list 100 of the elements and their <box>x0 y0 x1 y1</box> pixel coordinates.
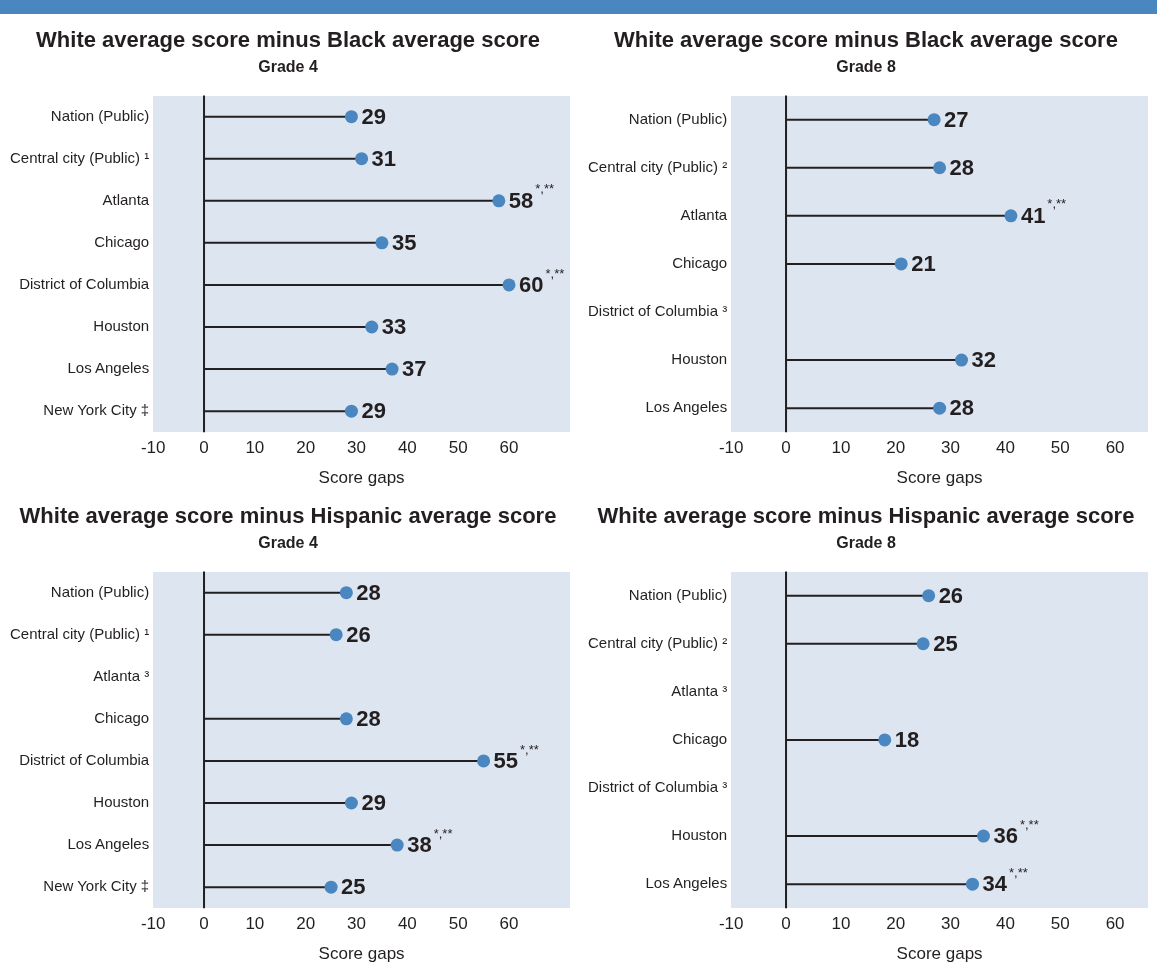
y-tick-label: Chicago <box>94 233 150 250</box>
y-tick-label: Central city (Public) ¹ <box>9 624 150 642</box>
data-label: 55*,** <box>493 741 539 773</box>
data-label: 18 <box>894 726 920 752</box>
x-tick-label: 50 <box>448 438 468 458</box>
point <box>339 586 353 600</box>
point <box>390 838 404 852</box>
data-label: 36*,** <box>993 816 1039 849</box>
y-tick-label: Atlanta <box>102 190 150 208</box>
point <box>933 401 947 415</box>
chart-title: White average score minus Hispanic average score <box>19 503 557 529</box>
y-tick-label: Los Angeles <box>67 835 150 853</box>
chart-title: White average score minus Black average score <box>614 27 1118 53</box>
x-tick-label: 60 <box>1105 438 1125 458</box>
data-label: 58*,** <box>508 181 555 213</box>
y-tick-label: New York City ‡ <box>43 877 150 895</box>
point <box>477 754 491 768</box>
point <box>976 829 990 843</box>
x-tick-label: 0 <box>199 914 209 934</box>
x-tick-label: 40 <box>995 438 1015 458</box>
y-tick-label: District of Columbia ³ <box>587 778 728 796</box>
x-tick-label: 0 <box>199 438 209 458</box>
point <box>324 880 338 894</box>
data-label: 21 <box>911 250 936 276</box>
x-tick-label: 30 <box>941 438 961 458</box>
x-tick-label: 10 <box>831 914 851 934</box>
data-label: 33 <box>381 314 407 340</box>
data-label: 38*,** <box>407 825 453 858</box>
data-label: 26 <box>938 582 964 608</box>
chart-title: White average score minus Hispanic average score <box>597 503 1135 529</box>
x-axis-title: Score gaps <box>318 944 405 964</box>
x-tick-label: -10 <box>718 914 744 934</box>
data-label: 35 <box>391 229 417 255</box>
data-label: 25 <box>341 874 366 900</box>
point <box>344 796 358 810</box>
data-label: 25 <box>933 630 958 656</box>
y-tick-label: Houston <box>93 793 150 811</box>
x-tick-label: 50 <box>448 914 468 934</box>
point <box>916 637 930 651</box>
x-tick-label: 60 <box>499 438 519 458</box>
chart-subtitle: Grade 8 <box>836 534 896 552</box>
chart-title: White average score minus Black average score <box>36 27 540 53</box>
data-label: 32 <box>971 347 997 373</box>
chart-subtitle: Grade 4 <box>258 534 318 552</box>
data-label: 31 <box>371 145 397 171</box>
x-tick-label: 30 <box>347 438 366 458</box>
y-tick-label: Atlanta ³ <box>671 681 728 699</box>
y-tick-label: Nation (Public) <box>50 106 150 124</box>
x-tick-label: 20 <box>296 914 316 934</box>
y-tick-label: Los Angeles <box>67 359 150 377</box>
y-tick-label: Chicago <box>672 730 728 748</box>
x-tick-label: 20 <box>296 438 316 458</box>
y-tick-label: Chicago <box>672 254 728 272</box>
data-label: 26 <box>346 621 371 647</box>
x-tick-label: 10 <box>245 914 265 934</box>
data-label: 28 <box>949 154 975 180</box>
point <box>502 278 516 292</box>
data-label: 29 <box>361 398 386 424</box>
data-label: 37 <box>402 356 427 382</box>
y-tick-label: Nation (Public) <box>628 109 728 127</box>
y-tick-label: Houston <box>671 350 728 368</box>
point <box>955 353 969 367</box>
x-tick-label: 20 <box>886 914 906 934</box>
y-tick-label: Atlanta <box>680 205 728 223</box>
point <box>385 362 399 376</box>
x-tick-label: 40 <box>397 438 417 458</box>
x-tick-label: 30 <box>347 914 366 934</box>
x-tick-label: -10 <box>140 438 166 458</box>
x-tick-label: 60 <box>499 914 519 934</box>
data-label: 29 <box>361 103 386 129</box>
y-tick-label: District of Columbia <box>19 751 150 769</box>
chart-subtitle: Grade 4 <box>258 58 318 76</box>
y-tick-label: Central city (Public) ¹ <box>9 148 150 166</box>
y-tick-label: District of Columbia <box>19 275 150 293</box>
x-tick-label: -10 <box>718 438 744 458</box>
x-tick-label: -10 <box>140 914 166 934</box>
y-tick-label: Los Angeles <box>645 398 728 416</box>
y-tick-label: New York City ‡ <box>43 401 150 419</box>
x-tick-label: 60 <box>1105 914 1125 934</box>
x-tick-label: 40 <box>995 914 1015 934</box>
y-tick-label: Central city (Public) ² <box>587 633 728 651</box>
data-label: 28 <box>356 579 381 605</box>
point <box>878 733 892 747</box>
point <box>329 628 343 642</box>
point <box>344 404 358 418</box>
point <box>927 113 941 127</box>
chart-subtitle: Grade 8 <box>836 58 896 76</box>
y-tick-label: Houston <box>93 317 150 335</box>
y-tick-label: Houston <box>671 826 728 844</box>
y-tick-label: Los Angeles <box>645 874 728 892</box>
x-axis-title: Score gaps <box>896 944 983 964</box>
point <box>375 236 389 250</box>
x-tick-label: 10 <box>831 438 851 458</box>
data-label: 29 <box>361 790 386 816</box>
y-tick-label: Central city (Public) ² <box>587 157 728 175</box>
y-tick-label: District of Columbia ³ <box>587 302 728 320</box>
y-tick-label: Nation (Public) <box>628 585 728 603</box>
point <box>365 320 379 334</box>
y-tick-label: Chicago <box>94 709 150 726</box>
data-label: 41*,** <box>1020 196 1067 228</box>
